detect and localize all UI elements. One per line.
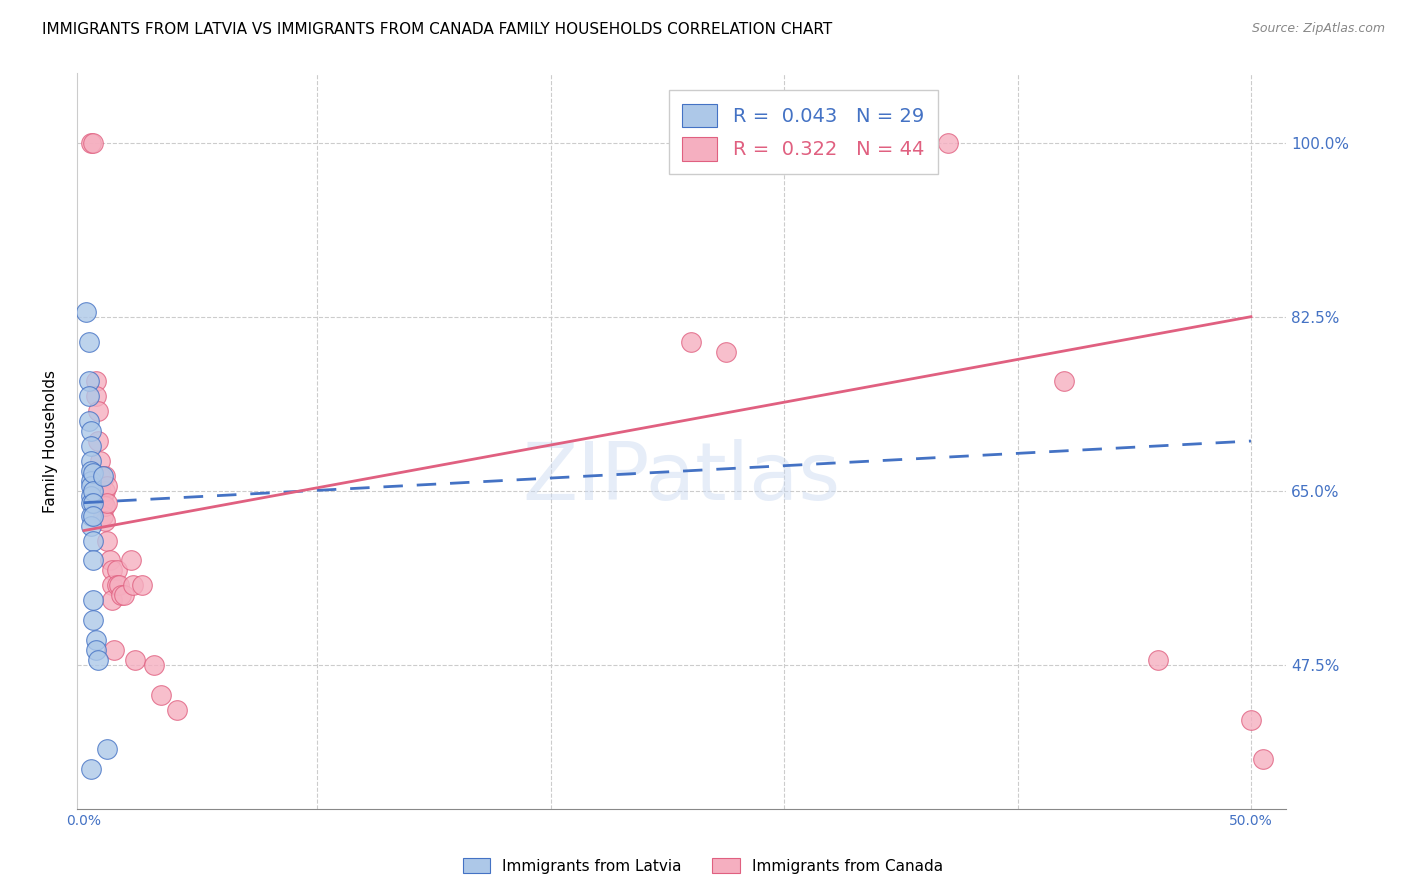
Point <box>82 136 104 150</box>
Point <box>936 136 959 150</box>
Point <box>82 553 104 567</box>
Point <box>96 742 118 756</box>
Point <box>94 499 117 513</box>
Point <box>131 578 153 592</box>
Point <box>91 468 114 483</box>
Point <box>96 479 118 493</box>
Y-axis label: Family Households: Family Households <box>44 369 58 513</box>
Point <box>82 533 104 548</box>
Point <box>94 514 117 528</box>
Point <box>142 657 165 672</box>
Point <box>91 489 114 503</box>
Point <box>80 439 103 453</box>
Point <box>89 454 111 468</box>
Point <box>77 389 100 403</box>
Point <box>84 375 107 389</box>
Point <box>80 424 103 438</box>
Point <box>89 479 111 493</box>
Text: IMMIGRANTS FROM LATVIA VS IMMIGRANTS FROM CANADA FAMILY HOUSEHOLDS CORRELATION C: IMMIGRANTS FROM LATVIA VS IMMIGRANTS FRO… <box>42 22 832 37</box>
Point <box>103 643 125 657</box>
Point <box>122 578 145 592</box>
Point <box>101 593 124 607</box>
Point <box>96 533 118 548</box>
Point <box>91 508 114 523</box>
Point <box>96 496 118 510</box>
Text: Source: ZipAtlas.com: Source: ZipAtlas.com <box>1251 22 1385 36</box>
Point <box>149 688 172 702</box>
Point <box>84 632 107 647</box>
Point <box>87 434 110 448</box>
Point <box>82 613 104 627</box>
Point <box>80 474 103 488</box>
Point <box>101 578 124 592</box>
Point <box>89 468 111 483</box>
Point <box>80 136 103 150</box>
Point <box>77 414 100 428</box>
Legend: Immigrants from Latvia, Immigrants from Canada: Immigrants from Latvia, Immigrants from … <box>457 852 949 880</box>
Text: ZIPatlas: ZIPatlas <box>523 439 841 516</box>
Point <box>98 553 121 567</box>
Point <box>82 483 104 498</box>
Point <box>77 334 100 349</box>
Point <box>714 344 737 359</box>
Point <box>94 468 117 483</box>
Point <box>80 464 103 478</box>
Point <box>80 454 103 468</box>
Point <box>890 136 912 150</box>
Point <box>80 508 103 523</box>
Point <box>82 496 104 510</box>
Point <box>112 588 135 602</box>
Point <box>87 653 110 667</box>
Point <box>82 466 104 480</box>
Point <box>108 578 131 592</box>
Point <box>679 334 702 349</box>
Point <box>101 563 124 577</box>
Point <box>1053 375 1076 389</box>
Point <box>84 643 107 657</box>
Point <box>91 496 114 510</box>
Point <box>84 389 107 403</box>
Point <box>82 593 104 607</box>
Point <box>80 518 103 533</box>
Point <box>80 479 103 493</box>
Point <box>94 483 117 498</box>
Point <box>124 653 146 667</box>
Point <box>1251 752 1274 766</box>
Point <box>80 762 103 776</box>
Point <box>120 553 142 567</box>
Point <box>166 703 188 717</box>
Point <box>82 508 104 523</box>
Point <box>110 588 132 602</box>
Point <box>87 404 110 418</box>
Point <box>105 578 128 592</box>
Point <box>80 489 103 503</box>
Point <box>1146 653 1168 667</box>
Point <box>77 375 100 389</box>
Point <box>75 304 97 318</box>
Point <box>105 563 128 577</box>
Legend: R =  0.043   N = 29, R =  0.322   N = 44: R = 0.043 N = 29, R = 0.322 N = 44 <box>668 90 938 175</box>
Point <box>80 496 103 510</box>
Point <box>1240 713 1263 727</box>
